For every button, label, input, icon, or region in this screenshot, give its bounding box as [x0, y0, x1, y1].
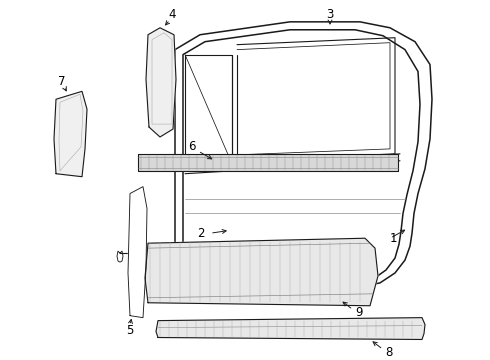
Text: 8: 8	[385, 346, 392, 359]
Text: 7: 7	[58, 75, 66, 88]
Polygon shape	[146, 28, 176, 137]
Text: 2: 2	[197, 227, 205, 240]
Text: 5: 5	[126, 324, 134, 337]
Polygon shape	[54, 91, 87, 177]
Polygon shape	[128, 186, 147, 318]
Bar	[138, 154, 398, 171]
Text: 4: 4	[168, 8, 176, 21]
Polygon shape	[156, 318, 425, 339]
Text: 6: 6	[189, 140, 196, 153]
Text: 3: 3	[326, 8, 334, 21]
Text: 1: 1	[390, 232, 397, 245]
Polygon shape	[145, 238, 378, 306]
Text: 9: 9	[355, 306, 363, 319]
